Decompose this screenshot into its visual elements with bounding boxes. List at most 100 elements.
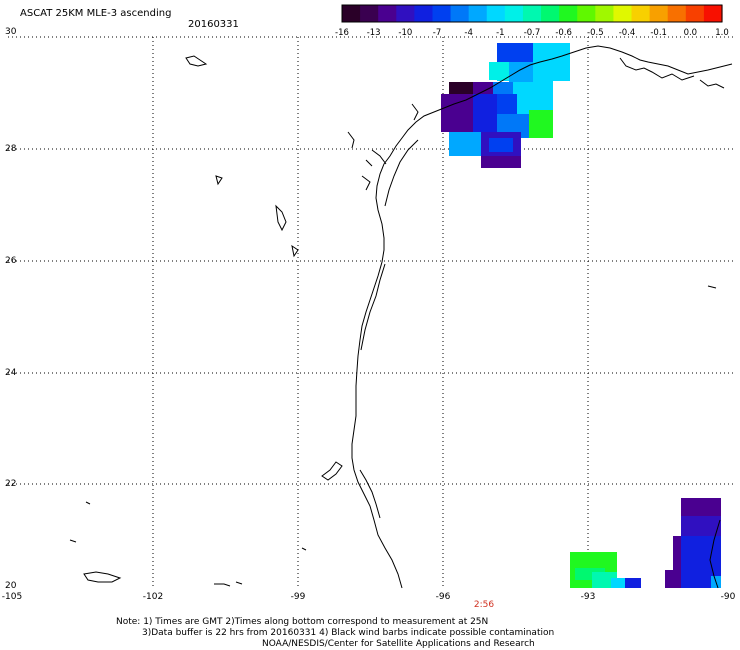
lon-label: -102 bbox=[142, 592, 164, 602]
map-date: 20160331 bbox=[188, 19, 239, 30]
colorbar-swatch bbox=[685, 5, 705, 22]
colorbar-label: -16 bbox=[335, 28, 349, 38]
lat-label: 26 bbox=[5, 256, 17, 266]
wind-cell bbox=[681, 536, 721, 576]
lon-label: -90 bbox=[720, 592, 736, 602]
colorbar-frame bbox=[341, 4, 723, 23]
wind-cell bbox=[473, 82, 493, 94]
wind-cell bbox=[592, 572, 617, 588]
colorbar-swatch bbox=[432, 5, 452, 22]
lake-5 bbox=[83, 571, 122, 583]
islet-5 bbox=[235, 581, 243, 585]
wind-cell bbox=[533, 62, 553, 82]
islet-2 bbox=[85, 501, 91, 505]
wind-cell bbox=[611, 578, 625, 588]
colorbar-label: -0.1 bbox=[650, 28, 667, 38]
wind-cell bbox=[625, 578, 641, 588]
wind-cell bbox=[497, 43, 533, 63]
note-line-1: Note: 1) Times are GMT 2)Times along bot… bbox=[116, 617, 489, 627]
islet-4 bbox=[301, 547, 307, 551]
colorbar-label: -13 bbox=[366, 28, 381, 38]
coast-barrier-3 bbox=[384, 139, 419, 207]
wind-cell bbox=[681, 516, 721, 536]
colorbar-swatch bbox=[450, 5, 470, 22]
wind-cell bbox=[449, 132, 481, 156]
lake-1 bbox=[185, 55, 208, 67]
colorbar-swatch bbox=[414, 5, 434, 22]
colorbar-swatch bbox=[595, 5, 615, 22]
lon-label: -105 bbox=[1, 592, 23, 602]
colorbar-label: 1.0 bbox=[715, 28, 729, 38]
wind-cell bbox=[665, 570, 681, 588]
lat-label: 22 bbox=[5, 479, 17, 489]
wind-cell bbox=[489, 62, 509, 80]
lake-3 bbox=[291, 244, 299, 258]
bay-1 bbox=[365, 149, 387, 167]
colorbar-swatch bbox=[631, 5, 651, 22]
colorbar-label: -0.5 bbox=[587, 28, 604, 38]
colorbar-swatch bbox=[396, 5, 415, 22]
islet-1 bbox=[707, 285, 717, 289]
wind-cell bbox=[681, 498, 721, 516]
lon-label: -96 bbox=[435, 592, 451, 602]
colorbar-swatch bbox=[541, 5, 560, 22]
colorbar-label: -1 bbox=[496, 28, 505, 38]
colorbar-swatch bbox=[649, 5, 669, 22]
lat-label: 20 bbox=[5, 581, 17, 591]
colorbar-swatch bbox=[703, 5, 723, 22]
wind-cell bbox=[529, 110, 553, 138]
wind-cell bbox=[473, 94, 497, 132]
coast-lakes bbox=[619, 57, 695, 81]
wind-cell bbox=[449, 82, 473, 94]
wind-cell bbox=[489, 138, 513, 152]
lake-2 bbox=[275, 204, 287, 232]
colorbar-swatch bbox=[360, 5, 379, 22]
wind-cells-south bbox=[570, 498, 721, 588]
colorbar-label: 0.0 bbox=[683, 28, 698, 38]
map-title: ASCAT 25KM MLE-3 ascending bbox=[20, 8, 172, 19]
wind-cell bbox=[681, 570, 711, 588]
colorbar-swatch bbox=[613, 5, 633, 22]
time-label: 2:56 bbox=[473, 600, 495, 610]
lake-6 bbox=[214, 583, 231, 587]
lat-label: 30 bbox=[5, 27, 17, 37]
wind-cell bbox=[513, 82, 553, 94]
colorbar-label: -4 bbox=[464, 28, 473, 38]
lake-4 bbox=[215, 175, 223, 186]
colorbar bbox=[342, 5, 723, 22]
colorbar-label: -0.7 bbox=[523, 28, 541, 38]
colorbar-swatch bbox=[522, 5, 542, 22]
graticule bbox=[8, 36, 736, 588]
colorbar-label: -0.6 bbox=[555, 28, 572, 38]
lon-label: -99 bbox=[290, 592, 306, 602]
islet-3 bbox=[69, 539, 77, 543]
lake-7 bbox=[321, 461, 343, 481]
coast-east bbox=[709, 519, 721, 589]
lat-label: 24 bbox=[5, 368, 17, 378]
colorbar-swatch bbox=[559, 5, 578, 22]
note-line-3: NOAA/NESDIS/Center for Satellite Applica… bbox=[262, 639, 535, 649]
note-line-2: 3)Data buffer is 22 hrs from 20160331 4)… bbox=[142, 628, 555, 638]
colorbar-swatch bbox=[468, 5, 488, 22]
coast-barrier-2 bbox=[360, 263, 386, 351]
coastline bbox=[69, 45, 733, 589]
lon-label: -93 bbox=[580, 592, 596, 602]
wind-cell bbox=[441, 94, 473, 132]
bay-4 bbox=[361, 175, 371, 191]
wind-cell bbox=[517, 94, 553, 114]
colorbar-swatch bbox=[342, 5, 361, 22]
plot-frame bbox=[8, 36, 736, 588]
lat-label: 28 bbox=[5, 144, 17, 154]
colorbar-swatch bbox=[504, 5, 524, 22]
coast-delta bbox=[699, 79, 725, 89]
colorbar-swatch bbox=[486, 5, 506, 22]
colorbar-swatch bbox=[378, 5, 397, 22]
bay-2 bbox=[347, 131, 355, 149]
colorbar-swatch bbox=[577, 5, 596, 22]
coast-barrier-1 bbox=[359, 469, 381, 519]
wind-cells-north bbox=[441, 43, 570, 168]
coast-main bbox=[351, 45, 733, 589]
bay-3 bbox=[411, 103, 419, 121]
colorbar-label: -7 bbox=[432, 28, 442, 38]
